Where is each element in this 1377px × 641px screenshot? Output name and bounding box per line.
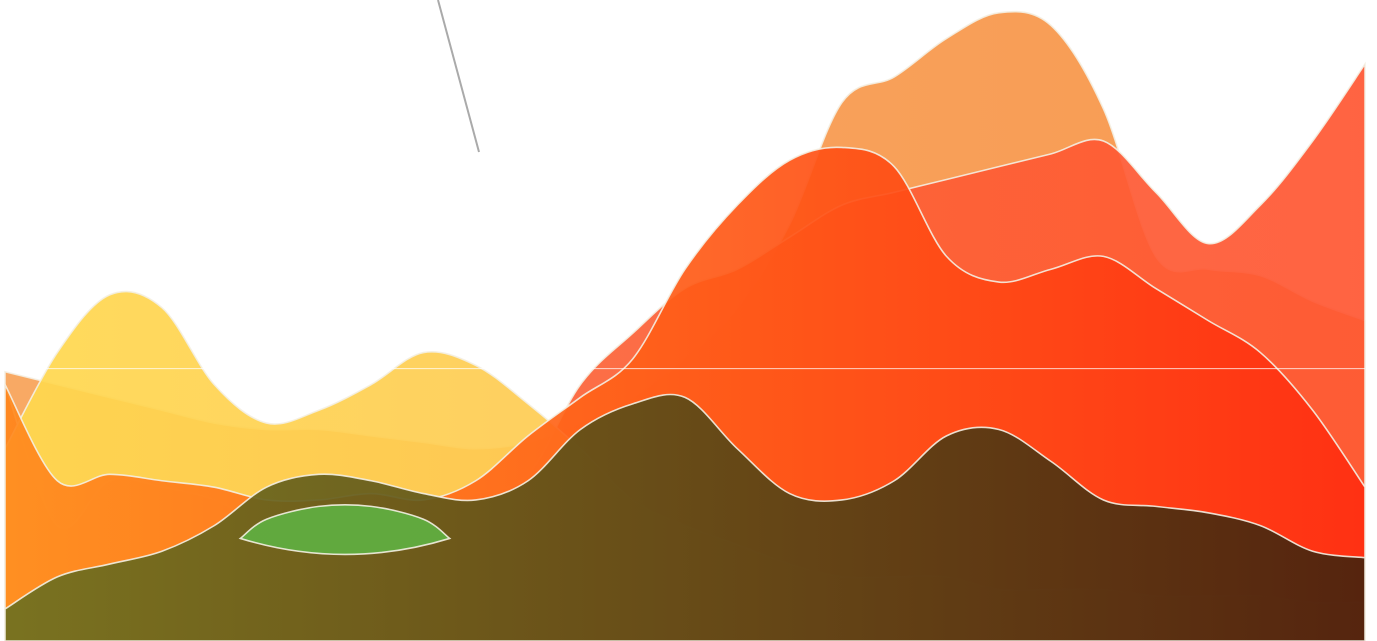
pointer-line <box>437 0 480 153</box>
series-areas <box>4 10 1366 641</box>
area-series-6 <box>238 503 452 556</box>
area-series-5 <box>4 393 1366 641</box>
